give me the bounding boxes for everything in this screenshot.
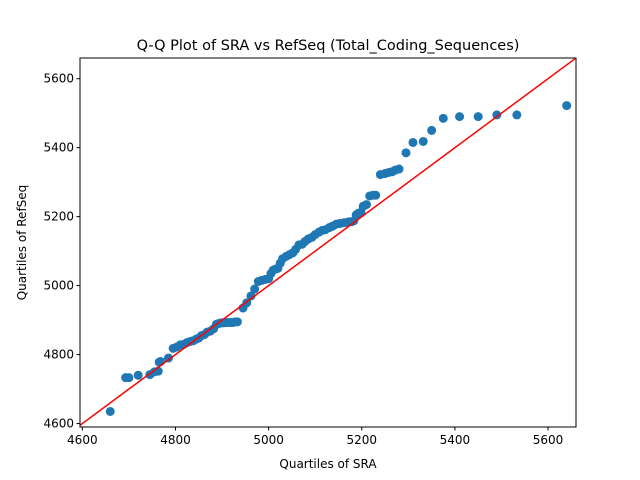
- y-tick-label: 4800: [43, 348, 74, 362]
- y-tick-label: 4600: [43, 417, 74, 431]
- axis-ticks: 4600 4800 5000 5200 5400 5600 4600 4800 5000 5200…: [43, 72, 563, 447]
- data-point: [492, 110, 502, 120]
- data-point: [427, 125, 437, 135]
- data-point: [163, 353, 173, 363]
- data-point: [250, 284, 260, 294]
- data-point: [512, 110, 522, 120]
- data-point: [133, 370, 143, 380]
- data-point: [232, 317, 242, 327]
- y-axis-label: Quartiles of RefSeq: [15, 185, 29, 301]
- data-point: [408, 137, 418, 147]
- data-point: [246, 291, 256, 301]
- plot-area: [80, 58, 576, 426]
- data-point: [562, 101, 572, 111]
- data-point: [156, 356, 166, 366]
- y-tick-label: 5600: [43, 72, 74, 86]
- data-point: [394, 164, 404, 174]
- x-tick-label: 4600: [67, 433, 98, 447]
- x-tick-label: 4800: [160, 433, 191, 447]
- x-axis-label: Quartiles of SRA: [279, 457, 377, 471]
- data-point: [361, 200, 371, 210]
- data-point: [105, 406, 115, 416]
- y-tick-label: 5000: [43, 279, 74, 293]
- data-point: [124, 373, 134, 383]
- data-point: [401, 148, 411, 158]
- x-tick-label: 5000: [253, 433, 284, 447]
- data-point: [371, 190, 381, 200]
- y-tick-label: 5200: [43, 210, 74, 224]
- data-point: [455, 112, 465, 122]
- y-tick-label: 5400: [43, 141, 74, 155]
- x-tick-label: 5600: [533, 433, 564, 447]
- plot-frame: [79, 57, 577, 428]
- data-point: [473, 112, 483, 122]
- x-tick-label: 5400: [440, 433, 471, 447]
- chart-title: Q-Q Plot of SRA vs RefSeq (Total_Coding_…: [137, 38, 520, 54]
- x-tick-label: 5200: [346, 433, 377, 447]
- data-point: [438, 113, 448, 123]
- data-point: [418, 136, 428, 146]
- reference-line: [80, 58, 576, 426]
